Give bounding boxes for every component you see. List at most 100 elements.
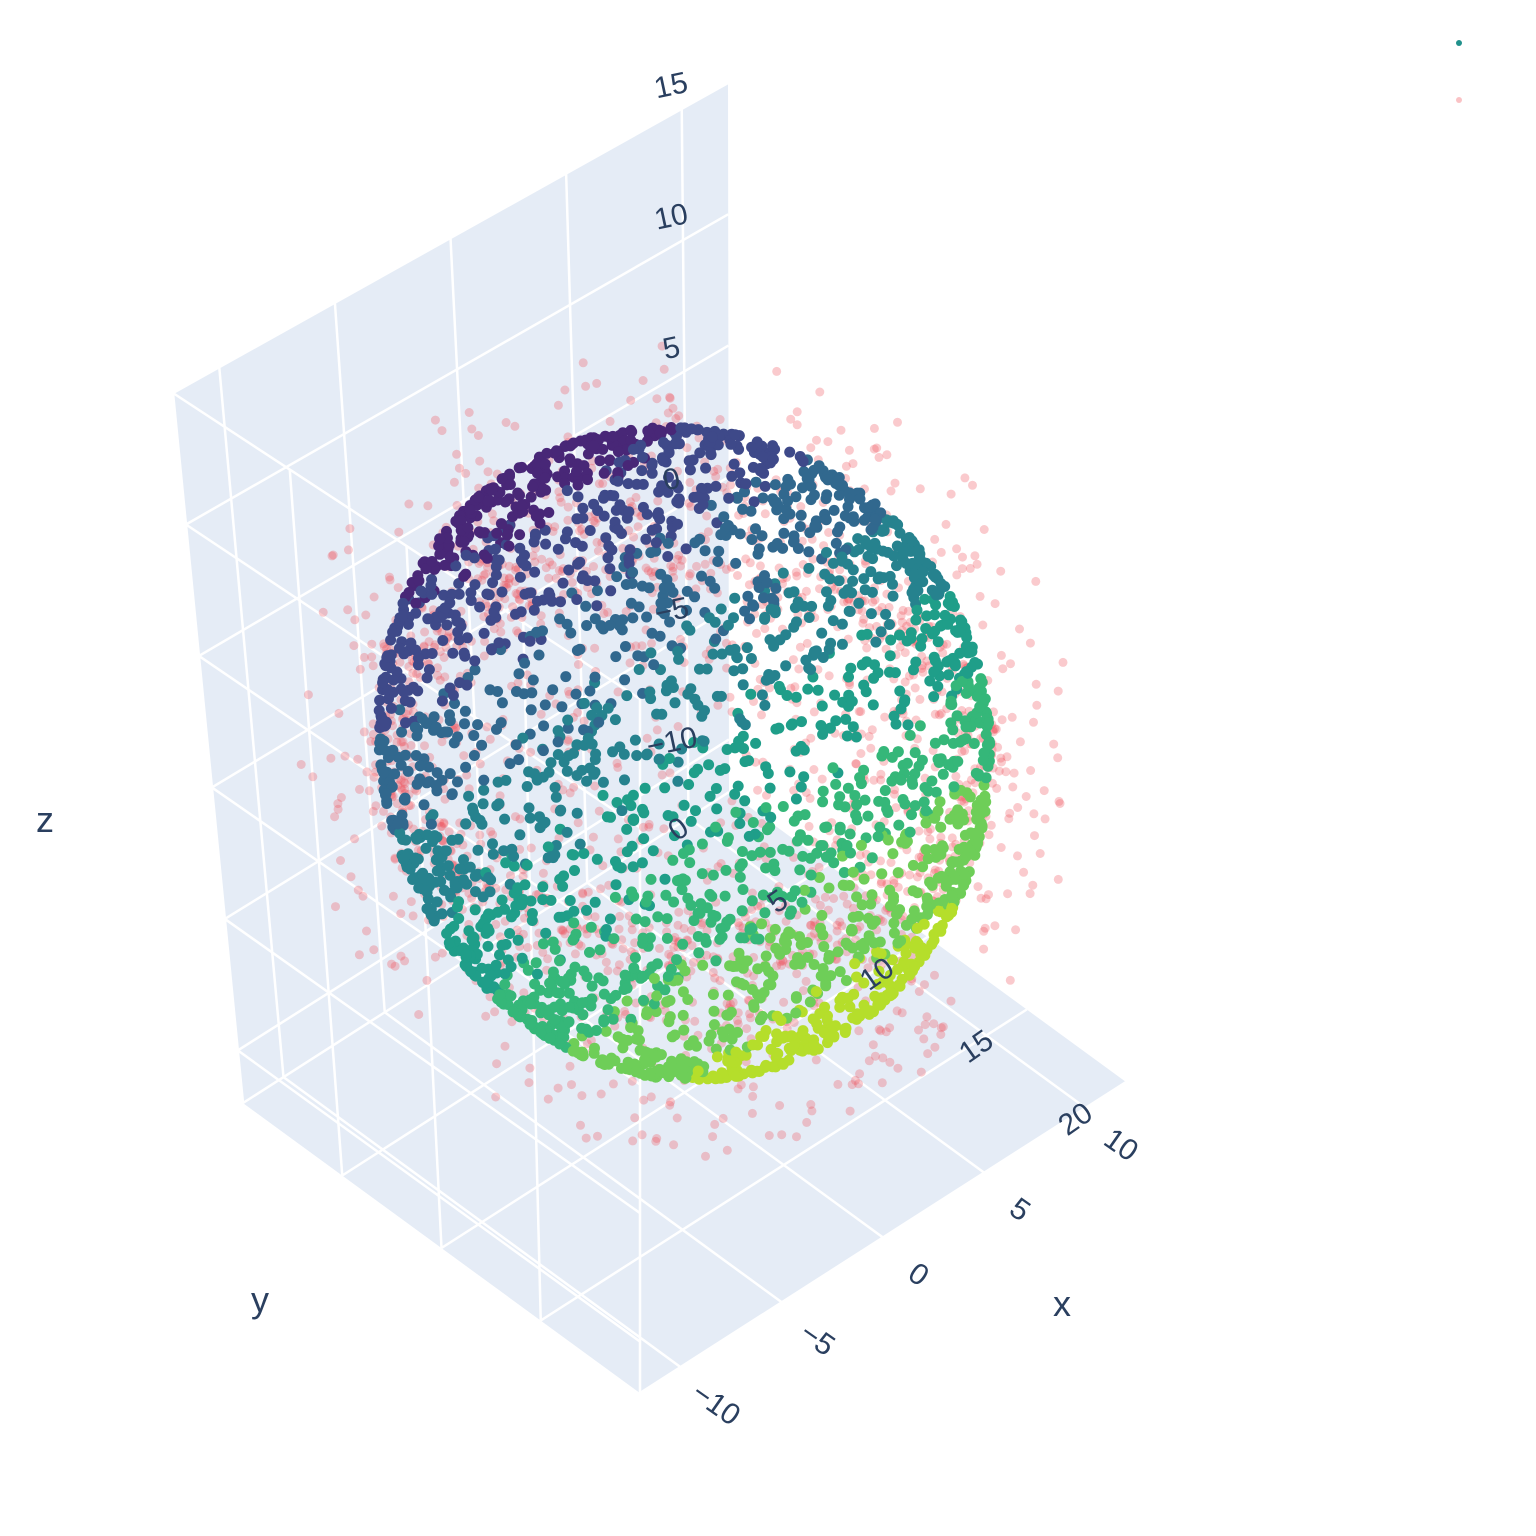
sphere-point [920, 817, 932, 829]
cloud-point [545, 557, 555, 567]
cloud-point [957, 747, 967, 756]
sphere-point [783, 587, 795, 599]
sphere-point [860, 1005, 872, 1017]
sphere-point [486, 484, 498, 496]
sphere-point [832, 946, 844, 958]
cloud-point [536, 709, 546, 719]
cloud-point [734, 921, 744, 931]
sphere-point [414, 760, 426, 772]
cloud-point [392, 737, 402, 747]
cloud-point [647, 638, 656, 648]
sphere-point [451, 615, 463, 627]
sphere-point [756, 689, 768, 701]
cloud-point [464, 408, 474, 417]
sphere-point [753, 582, 765, 593]
cloud-point [479, 570, 489, 580]
sphere-point [789, 602, 801, 614]
legend-item-cloud[interactable] [1446, 87, 1476, 144]
sphere-point [552, 543, 564, 555]
sphere-point [453, 588, 465, 600]
x-tick-label: 10 [1098, 1122, 1144, 1168]
sphere-point [458, 854, 469, 866]
sphere-point [425, 903, 437, 915]
sphere-point [547, 684, 559, 696]
cloud-point [550, 522, 560, 532]
cloud-point [951, 771, 961, 781]
sphere-point [476, 818, 488, 830]
sphere-point [816, 627, 828, 639]
sphere-point [438, 589, 450, 601]
sphere-point [798, 771, 810, 783]
cloud-point [362, 767, 372, 777]
cloud-point [664, 949, 674, 959]
sphere-point [671, 496, 683, 508]
sphere-point [851, 891, 863, 903]
sphere-point [688, 736, 700, 748]
sphere-point [448, 920, 460, 932]
sphere-point [589, 671, 601, 683]
sphere-point [951, 710, 963, 722]
sphere-point [823, 643, 835, 655]
sphere-point [797, 1025, 809, 1037]
sphere-point [513, 754, 525, 766]
cloud-point [864, 731, 874, 741]
cloud-point [760, 509, 770, 519]
cloud-point [893, 417, 902, 427]
sphere-point [557, 880, 569, 892]
cloud-point [870, 1051, 880, 1061]
cloud-point [613, 687, 623, 697]
cloud-point [444, 827, 454, 837]
sphere-point [545, 757, 557, 769]
cloud-point [851, 759, 861, 769]
cloud-point [454, 463, 464, 473]
sphere-point [770, 942, 782, 954]
cloud-point [1029, 717, 1038, 727]
legend [1446, 30, 1476, 144]
sphere-point [797, 850, 809, 862]
cloud-point [741, 554, 751, 564]
cloud-point [543, 954, 553, 964]
sphere-point [741, 642, 753, 654]
cloud-point [525, 1063, 535, 1073]
sphere-point [411, 833, 423, 845]
sphere-point [620, 641, 631, 652]
sphere-point [859, 794, 871, 806]
cloud-point [1015, 624, 1024, 634]
cloud-point [839, 891, 849, 901]
sphere-point [447, 647, 459, 659]
sphere-point [472, 844, 484, 856]
sphere-point [884, 619, 895, 630]
sphere-point [667, 811, 679, 823]
cloud-point [863, 963, 873, 973]
cloud-point [419, 641, 429, 651]
sphere-point [549, 782, 561, 793]
sphere-point [979, 693, 991, 705]
cloud-point [492, 1059, 502, 1069]
sphere-point [576, 540, 588, 552]
sphere-point [821, 1014, 833, 1026]
cloud-point [430, 415, 440, 425]
sphere-point [438, 884, 450, 896]
legend-item-sphere[interactable] [1446, 30, 1476, 87]
sphere-point [601, 811, 613, 823]
grid-z-wall-x [237, 1049, 641, 1343]
cloud-point [748, 1091, 758, 1101]
sphere-point [595, 620, 607, 632]
sphere-point [710, 821, 722, 833]
sphere-point [764, 782, 776, 794]
sphere-point [746, 850, 758, 862]
sphere-point [958, 814, 970, 826]
sphere-point [609, 891, 621, 903]
sphere-point [447, 689, 459, 701]
sphere-point [887, 954, 898, 966]
sphere-point [394, 704, 406, 716]
sphere-point [655, 568, 667, 580]
grid-z-wall-y [211, 475, 730, 789]
cloud-point [957, 564, 967, 574]
sphere-point [468, 750, 480, 761]
sphere-point [950, 856, 962, 868]
sphere-point [713, 545, 725, 557]
cloud-point [728, 997, 738, 1007]
cloud-point [718, 1113, 728, 1123]
